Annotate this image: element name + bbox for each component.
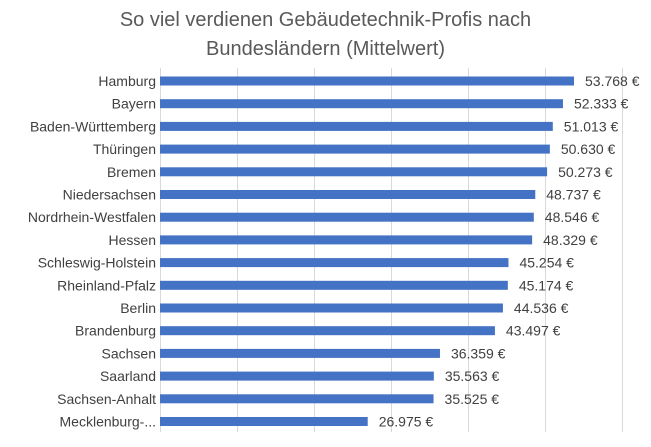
chart-title-line-1: So viel verdienen Gebäudetechnik-Profis …: [119, 9, 532, 31]
category-label: Saarland: [100, 368, 156, 384]
bar: [160, 280, 508, 290]
value-label: 26.975 €: [379, 414, 434, 430]
category-label: Hessen: [109, 232, 156, 248]
category-label: Rheinland-Pfalz: [57, 277, 156, 293]
category-label: Baden-Württemberg: [30, 118, 156, 134]
bar: [160, 144, 550, 154]
category-label: Niedersachsen: [63, 187, 156, 203]
value-label: 53.768 €: [585, 73, 640, 89]
value-label: 36.359 €: [451, 345, 506, 361]
category-label: Sachsen: [102, 345, 156, 361]
category-label: Mecklenburg-...: [60, 414, 156, 430]
chart-title-line-2: Bundesländern (Mittelwert): [206, 38, 445, 60]
bar: [160, 190, 536, 199]
value-label: 43.497 €: [506, 323, 561, 339]
category-label: Nordrhein-Westfalen: [28, 209, 156, 225]
category-label: Thüringen: [93, 141, 156, 157]
value-label: 45.254 €: [519, 255, 574, 271]
bar: [160, 258, 509, 268]
value-label: 44.536 €: [514, 300, 569, 316]
value-label: 48.737 €: [546, 187, 601, 203]
bar: [160, 167, 548, 177]
value-label: 48.546 €: [545, 209, 600, 225]
bar: [160, 371, 434, 381]
category-label: Schleswig-Holstein: [38, 255, 156, 271]
category-label: Bayern: [112, 96, 156, 112]
category-label: Sachsen-Anhalt: [57, 391, 156, 407]
value-label: 51.013 €: [564, 118, 619, 134]
category-label: Brandenburg: [75, 323, 156, 339]
value-label: 50.273 €: [558, 164, 613, 180]
value-label: 45.174 €: [519, 277, 574, 293]
bar: [160, 417, 368, 426]
value-label: 35.525 €: [445, 391, 500, 407]
category-label: Bremen: [107, 164, 156, 180]
bar: [160, 212, 534, 222]
value-label: 52.333 €: [574, 96, 629, 112]
category-label: Hamburg: [98, 73, 156, 89]
value-label: 35.563 €: [445, 368, 500, 384]
bar: [160, 394, 434, 404]
value-label: 48.329 €: [543, 232, 598, 248]
bar: [160, 326, 495, 336]
chart-title: So viel verdienen Gebäudetechnik-Profis …: [0, 6, 651, 64]
bar: [160, 235, 533, 245]
category-label: Berlin: [120, 300, 156, 316]
value-label: 50.630 €: [561, 141, 616, 157]
bar: [160, 303, 503, 313]
bar: [160, 348, 440, 358]
bar: [160, 76, 575, 86]
bar: [160, 99, 563, 109]
bar: [160, 121, 553, 131]
